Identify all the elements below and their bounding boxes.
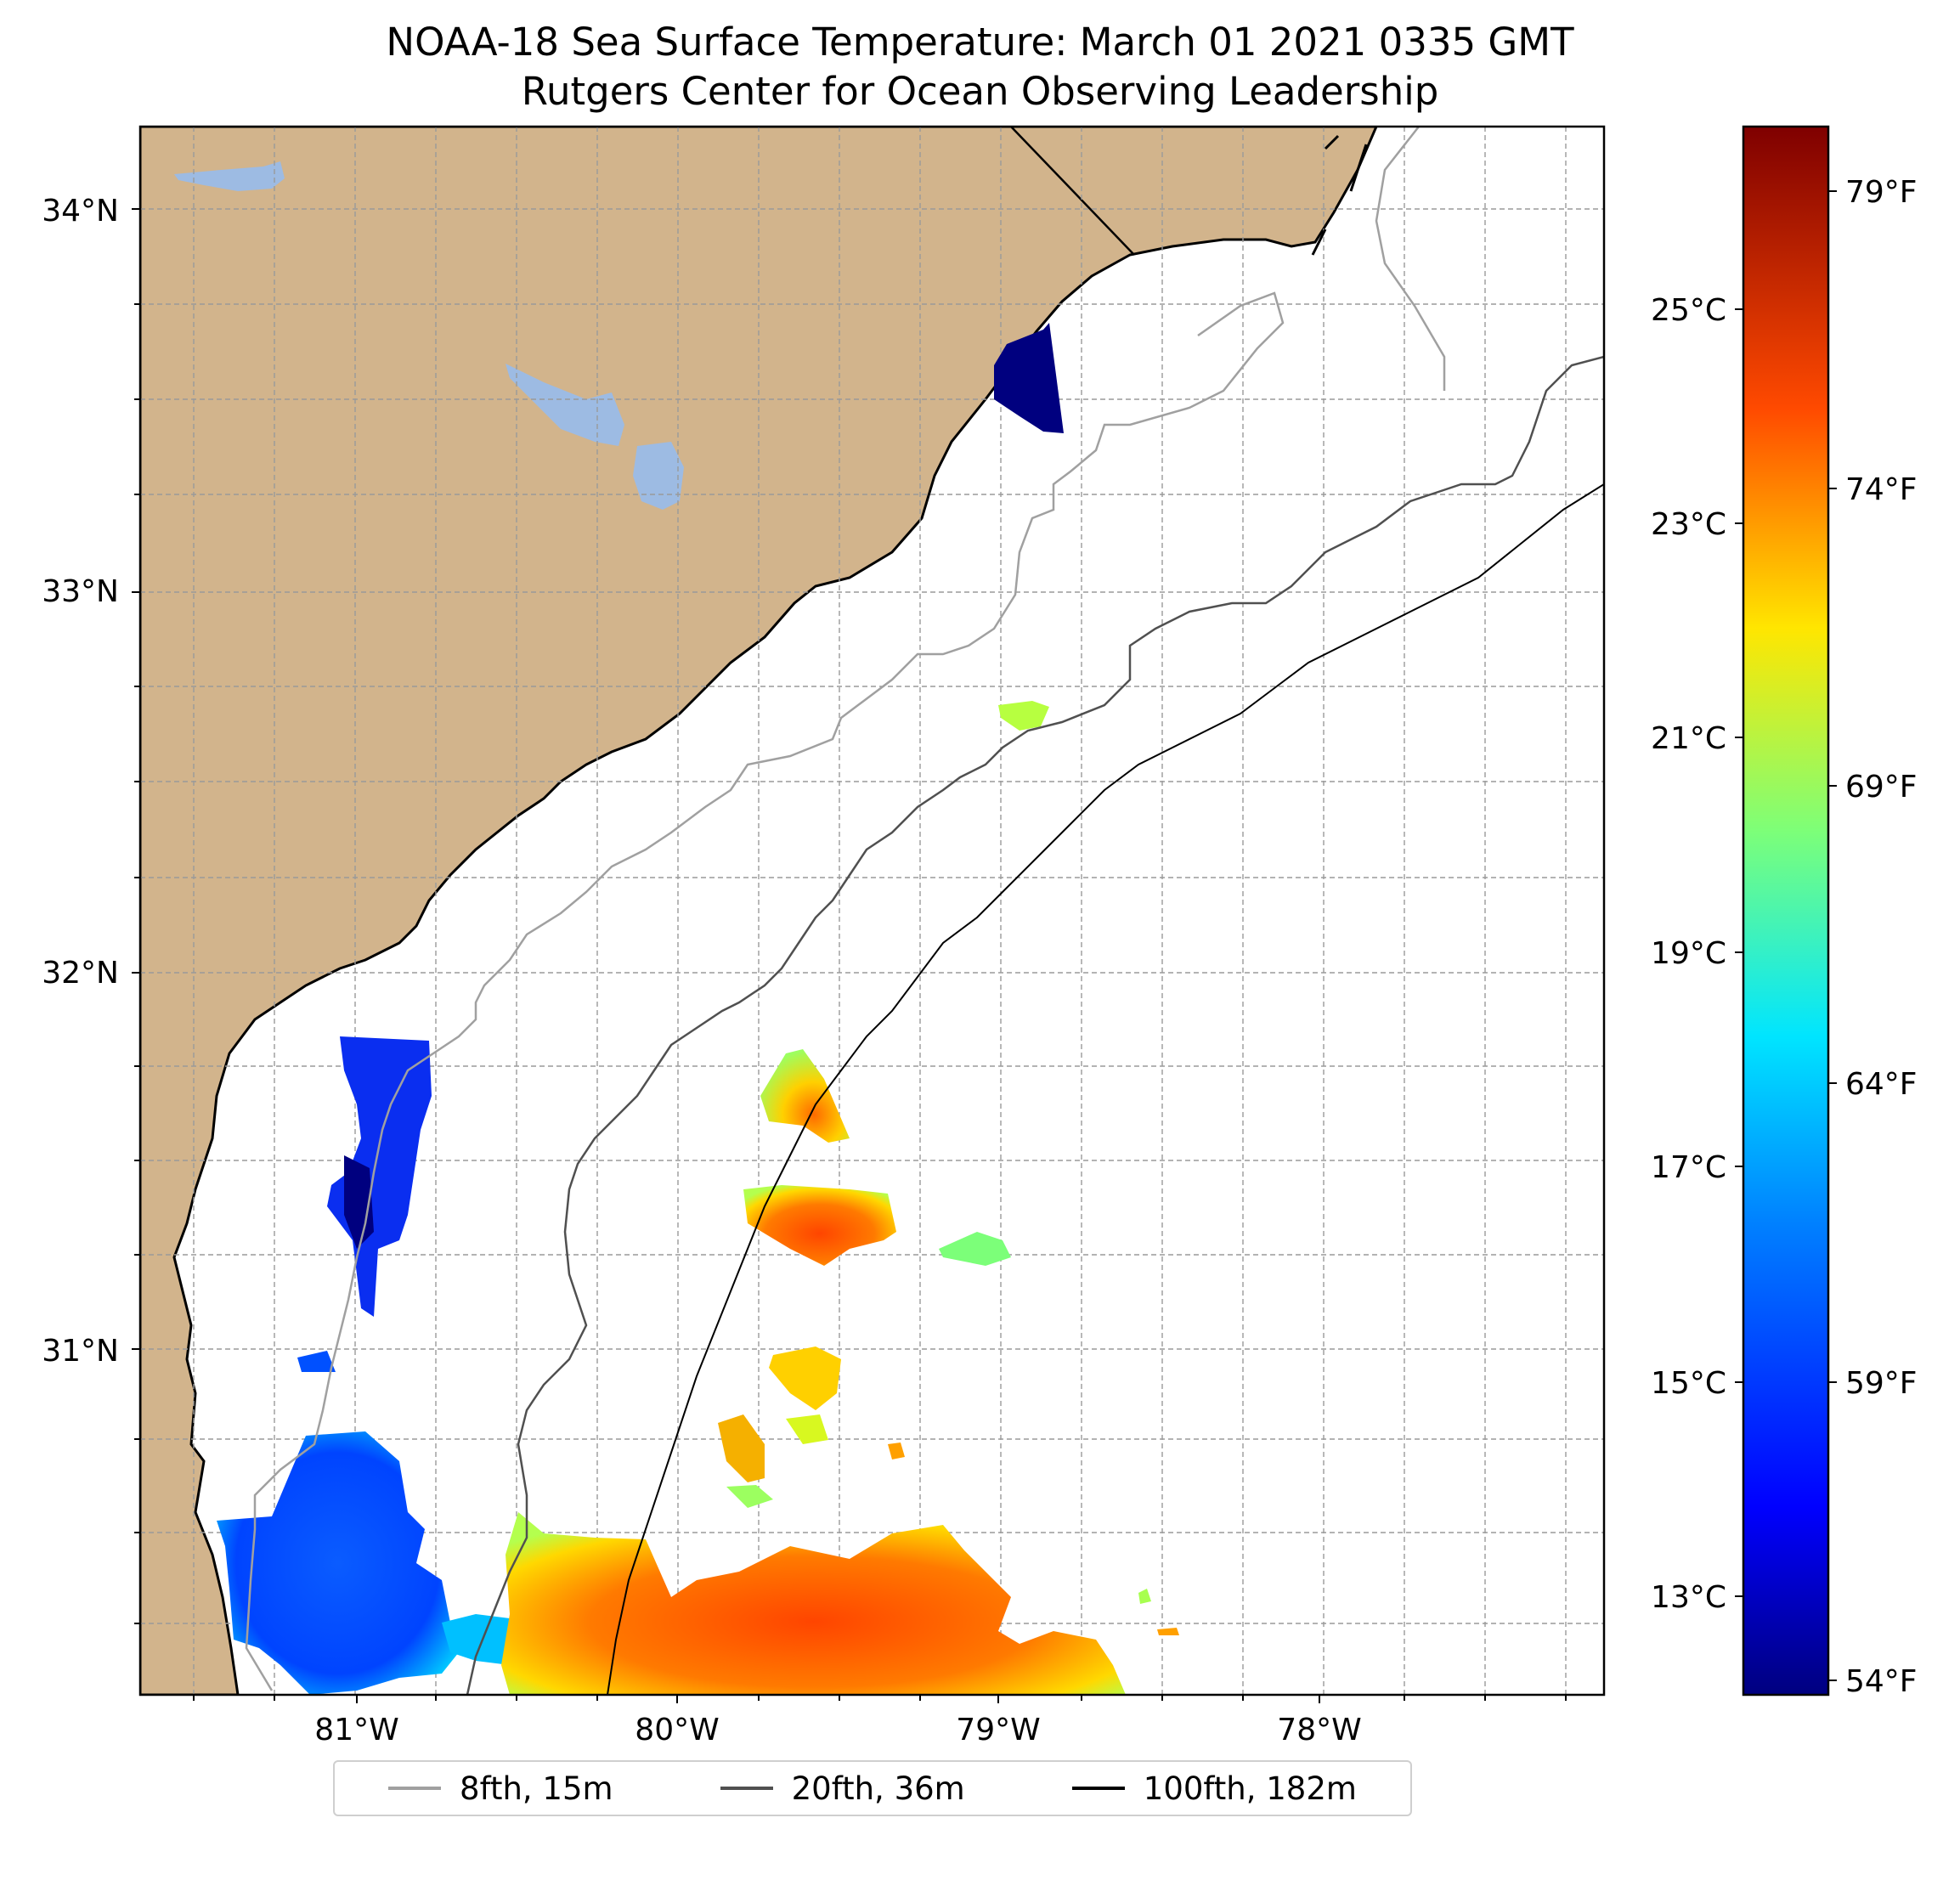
celsius-label: 21°C <box>1651 721 1726 756</box>
sst-patch <box>344 1155 374 1249</box>
sst-patch <box>939 1232 1011 1266</box>
celsius-label: 23°C <box>1651 507 1726 542</box>
chart-title: NOAA-18 Sea Surface Temperature: March 0… <box>386 20 1574 65</box>
legend-item-20fth: 20fth, 36m <box>720 1770 965 1807</box>
coastline <box>1311 134 1368 256</box>
legend-line-icon <box>388 1787 442 1790</box>
fahrenheit-label: 64°F <box>1845 1067 1918 1102</box>
celsius-label: 13°C <box>1651 1580 1726 1615</box>
lake <box>506 364 624 446</box>
state-border <box>1010 127 1135 256</box>
isobath-8fth <box>245 127 1446 1691</box>
sst-patch <box>1138 1589 1151 1604</box>
lat-label: 33°N <box>42 574 119 609</box>
chart-subtitle: Rutgers Center for Ocean Observing Leade… <box>521 69 1439 114</box>
fahrenheit-label: 79°F <box>1845 175 1918 210</box>
fahrenheit-label: 74°F <box>1845 472 1918 507</box>
lat-ticks <box>132 208 140 1624</box>
sst-patch <box>297 1351 336 1372</box>
legend-label: 20fth, 36m <box>791 1770 965 1807</box>
lat-label: 34°N <box>42 194 119 229</box>
celsius-label: 15°C <box>1651 1366 1726 1401</box>
legend-line-icon <box>720 1787 773 1790</box>
land-mass <box>140 127 1378 1695</box>
sst-patch <box>888 1442 905 1459</box>
isobath-legend: 8fth, 15m 20fth, 36m 100fth, 182m <box>333 1760 1412 1816</box>
lake <box>174 161 285 191</box>
legend-label: 8fth, 15m <box>460 1770 613 1807</box>
sst-patch <box>786 1414 828 1444</box>
lon-ticks <box>193 1695 1567 1703</box>
sst-patch <box>726 1485 773 1508</box>
fahrenheit-label: 69°F <box>1845 770 1918 805</box>
lon-label: 78°W <box>1277 1713 1361 1747</box>
lake <box>633 442 684 510</box>
lat-label: 32°N <box>42 956 119 991</box>
lon-label: 80°W <box>635 1713 719 1747</box>
lon-label: 81°W <box>314 1713 398 1747</box>
fahrenheit-labels: 79°F 74°F 69°F 64°F 59°F 54°F <box>1845 175 1918 1699</box>
colorbar-ticks <box>1735 190 1837 1681</box>
celsius-label: 19°C <box>1651 936 1726 971</box>
sst-patch <box>718 1414 765 1482</box>
map-area <box>140 127 1604 1695</box>
sst-patch <box>994 323 1064 433</box>
sst-patch <box>217 1431 459 1695</box>
sst-data <box>217 323 1179 1695</box>
lon-labels: 81°W 80°W 79°W 78°W <box>314 1713 1361 1747</box>
map-frame <box>138 125 1606 1697</box>
sst-patch <box>998 701 1049 731</box>
legend-line-icon <box>1071 1787 1125 1790</box>
sst-patch <box>327 1036 432 1317</box>
gridlines <box>140 127 1604 1695</box>
sst-patch <box>743 1185 896 1266</box>
sst-patch <box>1157 1628 1179 1635</box>
legend-item-8fth: 8fth, 15m <box>388 1770 613 1807</box>
legend-item-100fth: 100fth, 182m <box>1071 1770 1357 1807</box>
isobath-100fth <box>607 483 1604 1695</box>
fahrenheit-label: 59°F <box>1845 1366 1918 1401</box>
sst-patch <box>760 1049 850 1143</box>
lon-label: 79°W <box>956 1713 1040 1747</box>
isobath-20fth <box>466 355 1604 1695</box>
colorbar <box>1742 125 1830 1697</box>
legend-label: 100fth, 182m <box>1143 1770 1357 1807</box>
sst-patch <box>501 1512 1126 1695</box>
celsius-labels: 25°C 23°C 21°C 19°C 17°C 15°C 13°C <box>1651 293 1726 1615</box>
celsius-label: 25°C <box>1651 293 1726 328</box>
celsius-label: 17°C <box>1651 1150 1726 1185</box>
sst-patch <box>769 1346 841 1410</box>
fahrenheit-label: 54°F <box>1845 1664 1918 1699</box>
lat-label: 31°N <box>42 1334 119 1369</box>
lat-labels: 34°N 33°N 32°N 31°N <box>42 194 119 1369</box>
